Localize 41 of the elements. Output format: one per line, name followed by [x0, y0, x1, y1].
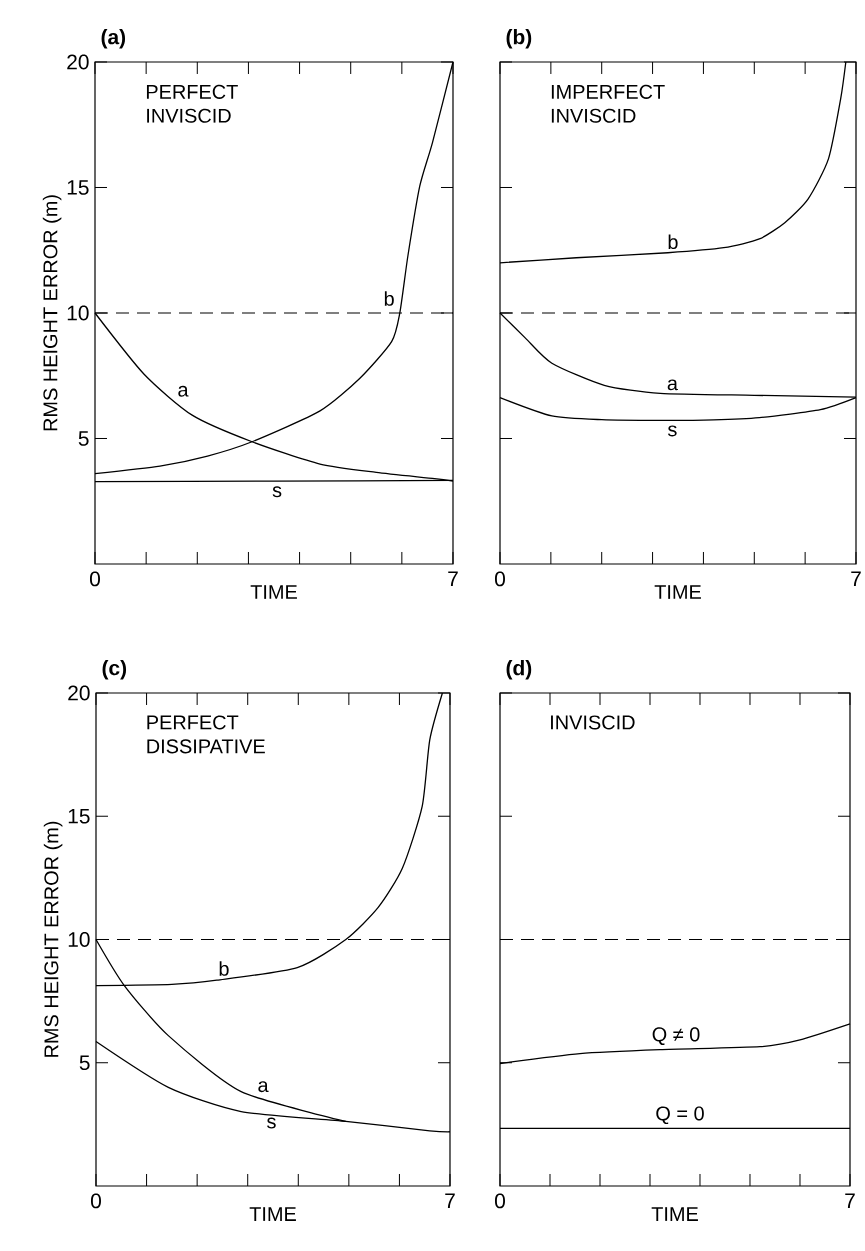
annotation: PERFECT DISSIPATIVE: [147, 715, 265, 754]
series-label: Q = 0: [656, 1106, 704, 1125]
y-axis-title: RMS HEIGHT ERROR (m): [43, 821, 63, 1057]
chart-title: (d): [506, 660, 532, 680]
x-tick-label: 0: [494, 1193, 505, 1209]
y-tick-label: 15: [67, 180, 89, 195]
x-axis-title: TIME: [651, 1207, 698, 1221]
y-axis-title: RMS HEIGHT ERROR (m): [42, 195, 62, 431]
x-tick-label: 7: [445, 1193, 455, 1208]
x-tick-label: 7: [851, 571, 861, 586]
series-label: s: [667, 425, 677, 437]
x-tick-label: 0: [89, 571, 100, 587]
annotation: PERFECT INVISCID: [146, 84, 238, 123]
series-label: a: [258, 1081, 269, 1093]
x-tick-label: 0: [494, 571, 505, 587]
y-tick-label: 10: [68, 932, 90, 947]
chart-title: (a): [101, 28, 125, 49]
series-label: a: [667, 379, 678, 391]
series-label: s: [272, 486, 282, 498]
y-tick-label: 5: [79, 1055, 90, 1071]
x-tick-label: 7: [845, 1193, 855, 1208]
series-label: b: [668, 234, 678, 250]
x-axis-title: TIME: [250, 585, 297, 599]
x-axis-title: TIME: [654, 585, 701, 599]
chart-title: (c): [102, 660, 126, 680]
x-axis-title: TIME: [249, 1207, 296, 1221]
series-label: Q ≠ 0: [652, 1027, 700, 1046]
series-label: b: [384, 291, 394, 306]
x-tick-label: 7: [448, 571, 458, 586]
y-tick-label: 15: [68, 808, 90, 824]
series-label: b: [219, 961, 229, 976]
y-tick-label: 10: [67, 305, 89, 321]
series-label: a: [178, 385, 189, 397]
annotation: INVISCID: [550, 715, 635, 730]
y-tick-label: 5: [78, 431, 89, 446]
y-tick-label: 20: [68, 685, 90, 701]
series-label: s: [266, 1117, 276, 1129]
y-tick-label: 20: [67, 54, 89, 70]
x-tick-label: 0: [90, 1193, 101, 1209]
annotation: IMPERFECT INVISCID: [551, 84, 665, 123]
chart-title: (b): [506, 28, 532, 49]
